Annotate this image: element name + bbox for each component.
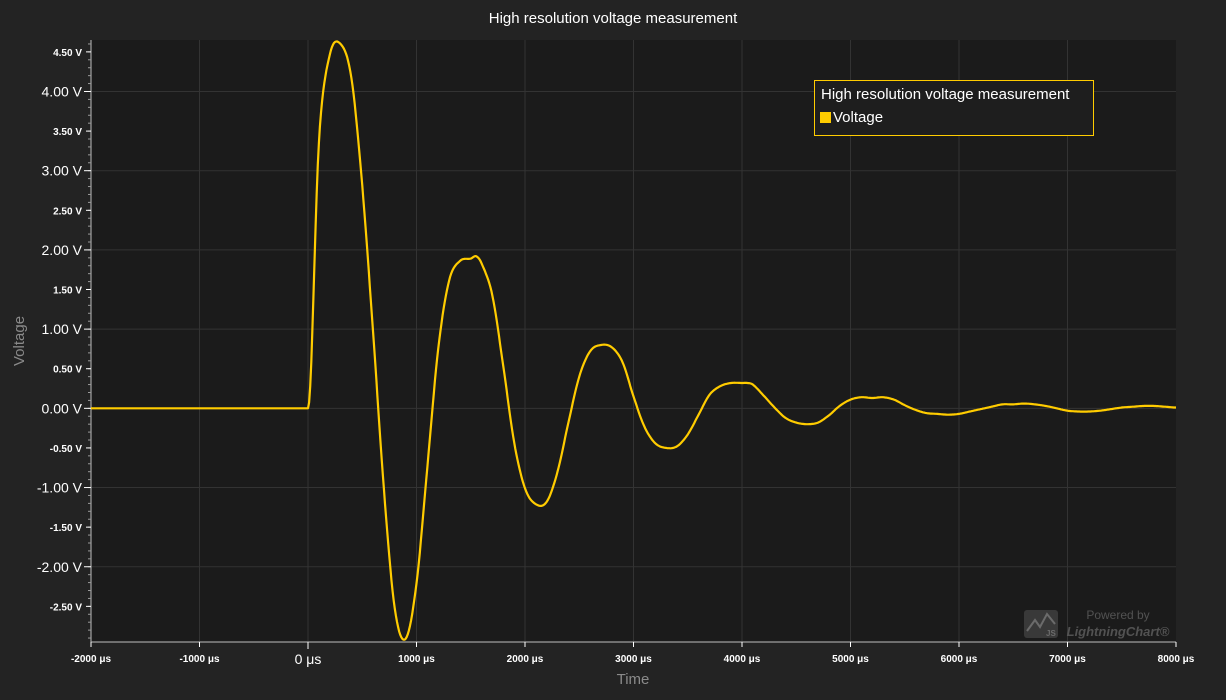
y-minor-tick-label-2: 2.50 V (53, 206, 82, 217)
y-minor-tick-label-1: 3.50 V (53, 127, 82, 138)
x-tick-label-4: 3000 μs (615, 654, 652, 665)
watermark-line1: Powered by (1086, 608, 1149, 622)
chart-title: High resolution voltage measurement (489, 10, 738, 27)
grid-layer (91, 40, 1176, 642)
series-layer (90, 40, 1177, 641)
y-tick-label-1: 3.00 V (42, 163, 83, 179)
x-axis-title: Time (617, 671, 650, 688)
x-tick-label-1: -1000 μs (179, 654, 219, 665)
lightningchart-watermark: JS Powered by LightningChart® (1024, 608, 1170, 639)
logo-js-text: JS (1046, 629, 1056, 638)
legend[interactable]: High resolution voltage measurement Volt… (814, 80, 1094, 136)
x-tick-label-7: 6000 μs (941, 654, 978, 665)
series-line-voltage[interactable] (90, 40, 1177, 641)
y-tick-label-0: 4.00 V (42, 83, 83, 99)
y-minor-tick-label-0: 4.50 V (53, 48, 82, 59)
x-tick-label-9: 8000 μs (1158, 654, 1195, 665)
y-minor-tick-label-5: -0.50 V (50, 444, 83, 455)
tick-layer: 4.00 V 3.00 V 2.00 V 1.00 V 0.00 V -1.00 V -2.… (37, 43, 1195, 667)
x-tick-label-5: 4000 μs (724, 654, 761, 665)
y-axis-title: Voltage (11, 316, 28, 366)
x-major-tick-label-0: 0 μs (295, 651, 322, 667)
legend-title: High resolution voltage measurement (821, 86, 1070, 103)
y-minor-tick-label-3: 1.50 V (53, 286, 82, 297)
y-minor-tick-label-7: -2.50 V (50, 602, 83, 613)
x-tick-label-3: 2000 μs (507, 654, 544, 665)
y-tick-label-3: 1.00 V (42, 321, 83, 337)
legend-swatch-voltage (820, 112, 831, 123)
y-tick-label-6: -2.00 V (37, 559, 83, 575)
legend-label-voltage: Voltage (833, 109, 883, 126)
x-tick-label-0: -2000 μs (71, 654, 111, 665)
watermark-line2: LightningChart® (1067, 624, 1170, 639)
x-tick-label-8: 7000 μs (1049, 654, 1086, 665)
x-tick-label-2: 1000 μs (398, 654, 435, 665)
x-tick-label-6: 5000 μs (832, 654, 869, 665)
y-tick-label-5: -1.00 V (37, 480, 83, 496)
lightningchart-logo-icon: JS (1024, 610, 1058, 638)
legend-box (814, 80, 1094, 136)
y-minor-tick-label-6: -1.50 V (50, 523, 83, 534)
y-minor-tick-label-4: 0.50 V (53, 365, 82, 376)
y-tick-label-2: 2.00 V (42, 242, 83, 258)
y-tick-label-4: 0.00 V (42, 400, 83, 416)
